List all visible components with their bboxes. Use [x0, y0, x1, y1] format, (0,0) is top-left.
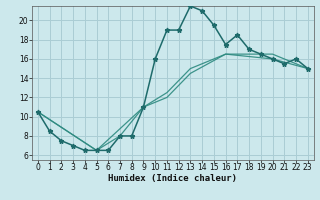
X-axis label: Humidex (Indice chaleur): Humidex (Indice chaleur) [108, 174, 237, 183]
